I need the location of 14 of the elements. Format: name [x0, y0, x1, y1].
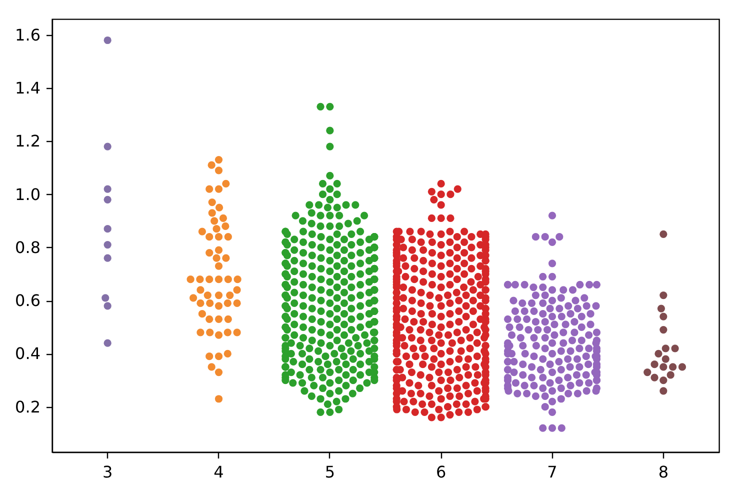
x-tick-label: 4 — [214, 462, 224, 482]
y-tick-label: 0.4 — [15, 344, 40, 364]
x-tick-label: 7 — [547, 462, 558, 482]
y-tick-label: 1.2 — [15, 132, 40, 151]
y-tick-label: 0.8 — [15, 238, 40, 257]
y-tick-label: 1.4 — [15, 78, 40, 98]
y-tick-label: 1.0 — [15, 184, 40, 204]
x-tick-label: 3 — [102, 462, 113, 482]
x-tick-label: 8 — [658, 462, 669, 482]
x-tick-label: 6 — [436, 462, 446, 482]
x-tick-label: 5 — [324, 462, 336, 482]
y-tick-label: 1.6 — [15, 25, 40, 44]
y-tick-label: 0.2 — [15, 397, 40, 416]
y-tick-label: 0.6 — [15, 291, 40, 310]
